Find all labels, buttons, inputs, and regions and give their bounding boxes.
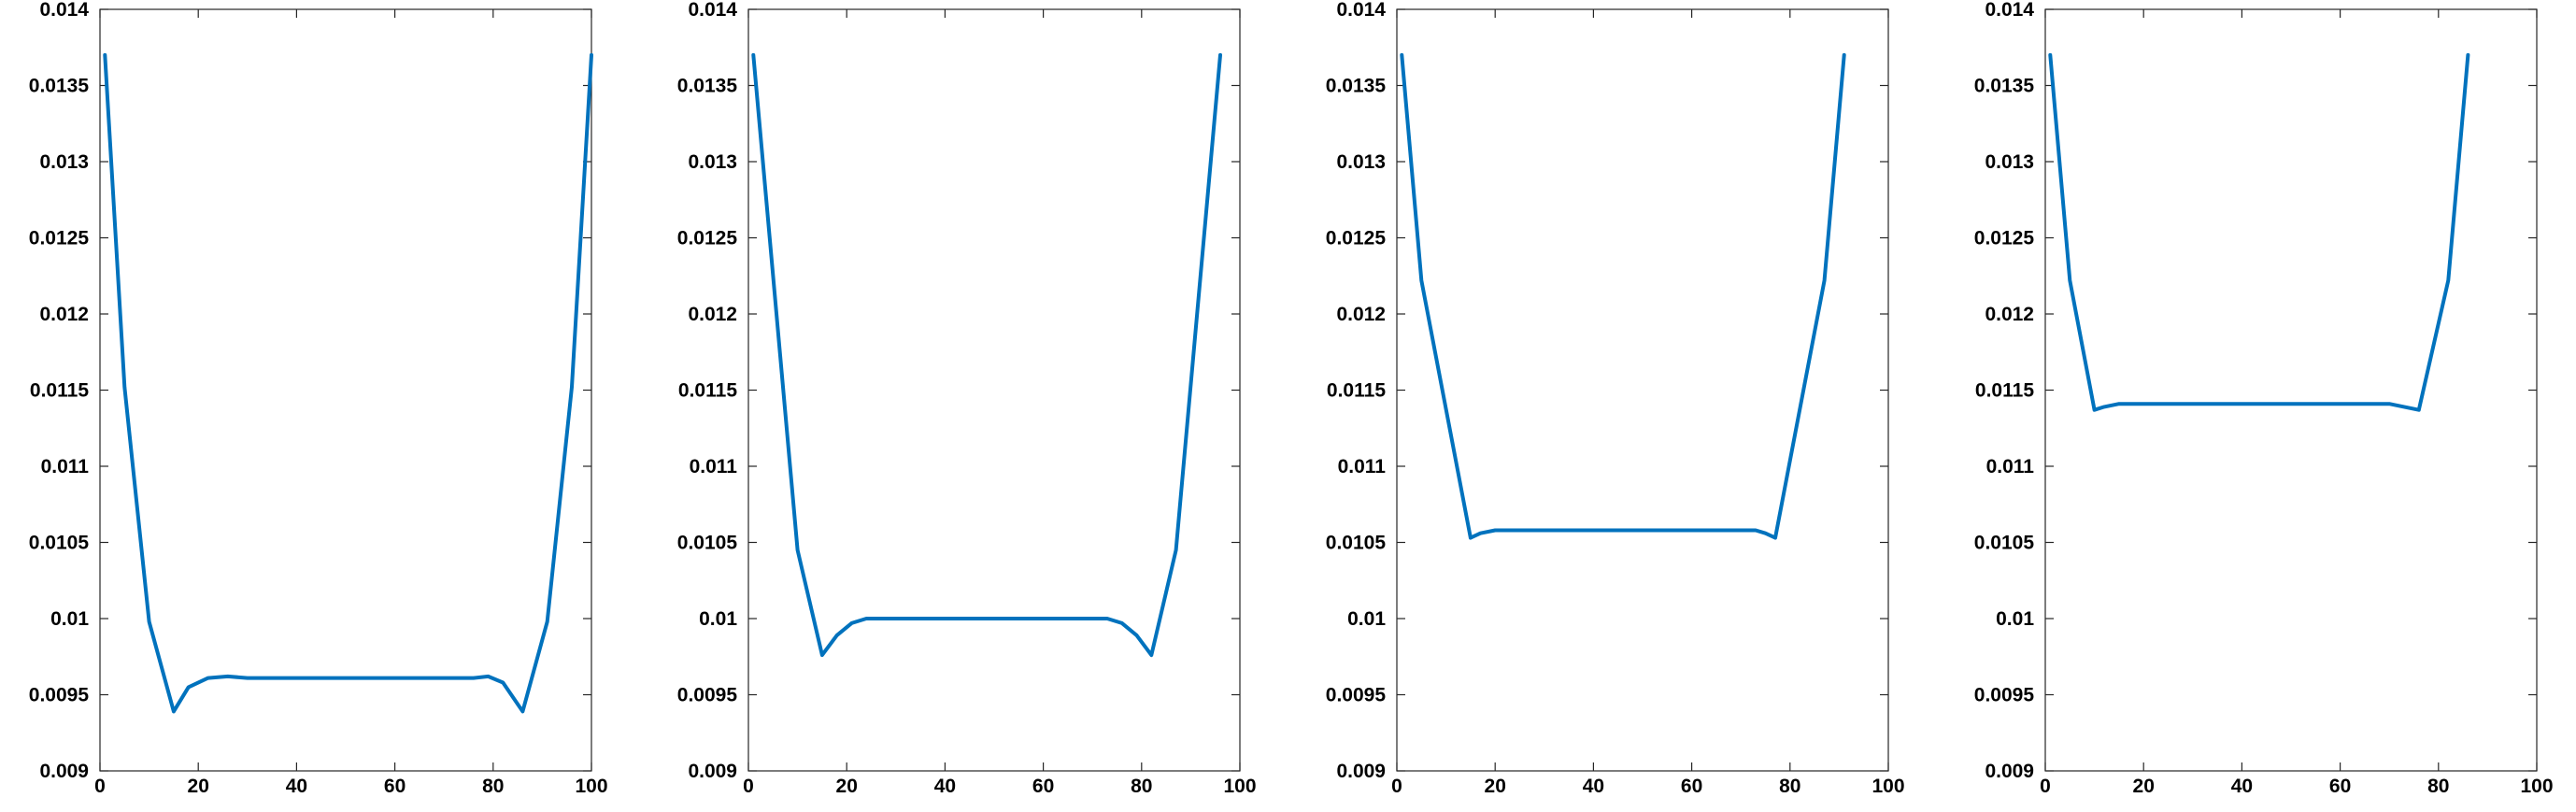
series-line [1400, 52, 1846, 540]
y-tick-label: 0.013 [39, 151, 89, 173]
y-tick-label: 0.0115 [30, 380, 89, 402]
x-tick-label: 60 [2329, 776, 2351, 797]
y-tick-label: 0.012 [688, 304, 737, 325]
x-tick-label: 100 [1872, 776, 1904, 797]
x-tick-label: 60 [1681, 776, 1702, 797]
y-tick-label: 0.0135 [29, 76, 90, 97]
x-tick-label: 0 [94, 776, 106, 797]
y-tick-label: 0.0135 [1326, 76, 1387, 97]
y-tick-label: 0.014 [1336, 0, 1386, 21]
x-tick-label: 40 [2231, 776, 2253, 797]
y-tick-label: 0.011 [41, 456, 90, 477]
x-tick-label: 0 [743, 776, 754, 797]
y-tick-label: 0.014 [688, 0, 737, 21]
y-tick-label: 0.011 [1338, 456, 1387, 477]
x-tick-label: 100 [575, 776, 607, 797]
y-tick-label: 0.01 [699, 608, 737, 630]
y-tick-label: 0.0125 [1974, 228, 2035, 249]
x-tick-label: 20 [836, 776, 858, 797]
chart-panel-1: 0.009 0.0095 0.01 0.0105 0.011 0.0115 0.012 0.0… [29, 0, 608, 797]
chart-panel-3: 0.009 0.0095 0.01 0.0105 0.011 0.0115 0.012 0.0… [1326, 0, 1905, 797]
x-tick-label: 80 [2427, 776, 2449, 797]
y-tick-label: 0.009 [1985, 761, 2034, 782]
y-tick-label: 0.0115 [678, 380, 737, 402]
x-tick-label: 80 [1131, 776, 1152, 797]
y-tick-label: 0.0115 [1975, 380, 2034, 402]
y-tick-label: 0.011 [1986, 456, 2035, 477]
y-tick-label: 0.013 [688, 151, 737, 173]
y-tick-label: 0.01 [1996, 608, 2034, 630]
x-tick-label: 20 [2133, 776, 2155, 797]
x-tick-label: 40 [934, 776, 956, 797]
x-tick-label: 60 [384, 776, 406, 797]
axes-frame [1396, 8, 1889, 772]
series-line [103, 52, 593, 714]
y-tick-label: 0.0105 [29, 533, 90, 554]
y-tick-label: 0.014 [1985, 0, 2034, 21]
y-tick-label: 0.0105 [1326, 533, 1387, 554]
series-line [2048, 52, 2470, 412]
y-tick-label: 0.0125 [29, 228, 90, 249]
y-tick-label: 0.0095 [677, 685, 738, 706]
x-tick-label: 20 [1485, 776, 1506, 797]
y-tick-label: 0.0125 [677, 228, 738, 249]
y-tick-label: 0.012 [39, 304, 89, 325]
x-tick-label: 80 [1779, 776, 1800, 797]
axes-frame [99, 8, 592, 772]
y-tick-label: 0.0095 [29, 685, 90, 706]
y-tick-label: 0.013 [1985, 151, 2034, 173]
y-tick-label: 0.012 [1985, 304, 2034, 325]
y-tick-label: 0.0135 [1974, 76, 2035, 97]
x-tick-label: 100 [2520, 776, 2553, 797]
y-tick-label: 0.0135 [677, 76, 738, 97]
y-tick-label: 0.0115 [1327, 380, 1386, 402]
x-tick-label: 40 [286, 776, 307, 797]
y-tick-label: 0.009 [1336, 761, 1386, 782]
chart-panel-4: 0.009 0.0095 0.01 0.0105 0.011 0.0115 0.012 0.0… [1974, 0, 2554, 797]
y-tick-label: 0.0095 [1326, 685, 1387, 706]
y-tick-label: 0.012 [1336, 304, 1386, 325]
series-line [751, 52, 1222, 658]
y-tick-label: 0.014 [39, 0, 89, 21]
x-tick-label: 20 [188, 776, 209, 797]
chart-panel-2: 0.009 0.0095 0.01 0.0105 0.011 0.0115 0.012 0.0… [677, 0, 1257, 797]
y-tick-label: 0.0105 [1974, 533, 2035, 554]
y-tick-label: 0.009 [39, 761, 89, 782]
y-tick-label: 0.0095 [1974, 685, 2035, 706]
x-tick-label: 0 [1391, 776, 1402, 797]
x-tick-label: 0 [2040, 776, 2051, 797]
y-tick-label: 0.011 [690, 456, 738, 477]
y-tick-label: 0.01 [50, 608, 89, 630]
y-tick-label: 0.013 [1336, 151, 1386, 173]
x-tick-label: 60 [1032, 776, 1054, 797]
x-tick-label: 40 [1583, 776, 1604, 797]
x-tick-label: 80 [482, 776, 504, 797]
x-tick-label: 100 [1223, 776, 1256, 797]
y-tick-label: 0.0105 [677, 533, 738, 554]
y-tick-label: 0.01 [1347, 608, 1386, 630]
y-tick-label: 0.009 [688, 761, 737, 782]
y-tick-label: 0.0125 [1326, 228, 1387, 249]
